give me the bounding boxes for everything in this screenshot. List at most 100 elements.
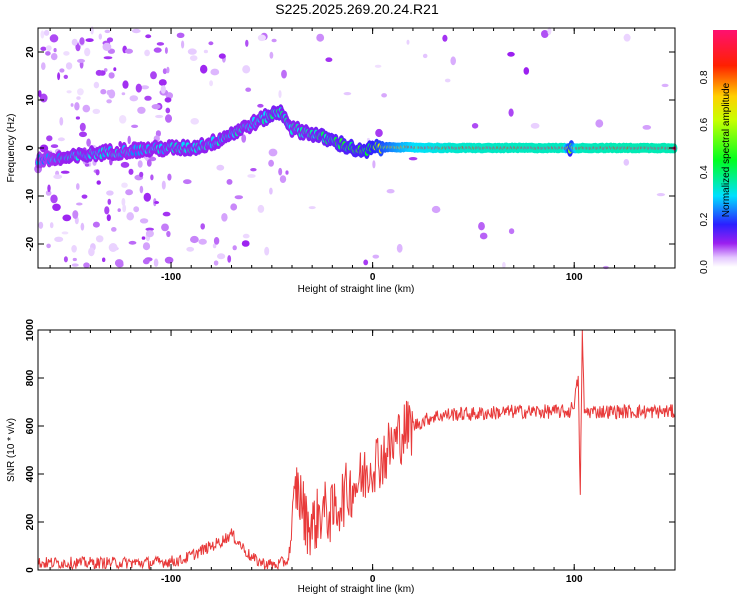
spectrogram-noise-cell — [264, 246, 270, 256]
y-tick-label: 800 — [25, 369, 36, 386]
spectrogram-noise-cell — [72, 257, 77, 262]
spectrogram-noise-cell — [190, 235, 199, 244]
spectrogram-noise-cell — [76, 96, 81, 100]
spectrogram-noise-cell — [508, 108, 514, 117]
spectrogram-noise-cell — [208, 41, 214, 46]
spectrogram-noise-cell — [232, 245, 237, 251]
spectrogram-noise-cell — [250, 168, 257, 172]
spectrogram-noise-cell — [95, 235, 104, 243]
spectrogram-noise-cell — [150, 71, 157, 80]
spectrogram-noise-cell — [59, 68, 65, 73]
y-tick-label: -20 — [25, 236, 36, 251]
spectrogram-noise-cell — [145, 230, 154, 238]
spectrogram-noise-cell — [122, 80, 129, 89]
spectrogram-noise-cell — [623, 159, 630, 166]
spectrogram-noise-cell — [176, 32, 185, 38]
spectrogram-noise-cell — [164, 97, 172, 103]
spectrogram-noise-cell — [278, 167, 283, 176]
x-tick-label: 100 — [566, 272, 583, 283]
spectrogram-noise-cell — [70, 103, 74, 107]
spectrogram-noise-cell — [285, 170, 289, 175]
y-tick-label: 0 — [25, 145, 36, 151]
snr-series-line — [37, 329, 675, 571]
spectrogram-noise-cell — [133, 206, 140, 213]
spectrogram-noise-cell — [269, 187, 273, 195]
spectrogram-noise-cell — [145, 227, 154, 231]
spectrogram-noise-cell — [623, 33, 631, 42]
spectrogram-noise-cell — [140, 85, 150, 90]
spectrogram-noise-cell — [119, 115, 127, 124]
spectrogram-noise-cell — [187, 48, 197, 55]
spectrogram-noise-cell — [63, 256, 68, 263]
spectrogram-noise-cell — [57, 137, 65, 142]
colorbar-tick-label: 0.8 — [699, 70, 710, 84]
spectrogram-noise-cell — [95, 69, 103, 76]
spectrogram-noise-cell — [165, 107, 171, 114]
spectrogram-noise-cell — [137, 106, 146, 114]
spectrogram-noise-cell — [374, 64, 382, 68]
spectrogram-noise-cell — [230, 203, 238, 211]
spectrogram-noise-cell — [151, 104, 161, 110]
colorbar-gradient — [713, 30, 737, 267]
spectrogram-noise-cell — [66, 90, 72, 94]
spectrogram-noise-cell — [137, 160, 143, 168]
spectrogram-noise-cell — [38, 221, 44, 229]
spectrogram-noise-cell — [129, 95, 139, 102]
snr-x-axis-label: Height of straight line (km) — [298, 584, 415, 595]
spectrogram-noise-cell — [53, 174, 63, 179]
spectrogram-noise-cell — [88, 247, 95, 257]
spectrogram-noise-cell — [125, 189, 133, 196]
spectrogram-noise-cell — [471, 123, 479, 129]
spectrogram-noise-cell — [45, 45, 52, 51]
spectrogram-noise-cell — [95, 169, 100, 176]
spectrogram-noise-cell — [122, 204, 127, 213]
x-tick-label: 100 — [566, 574, 583, 585]
spectrogram-noise-cell — [158, 79, 167, 86]
spectrogram-noise-cell — [450, 56, 457, 66]
spectrogram-noise-cell — [210, 68, 220, 76]
spectrogram-noise-cell — [150, 174, 154, 181]
spectrogram-x-axis-label: Height of straight line (km) — [298, 284, 415, 295]
spectrogram-noise-cell — [117, 208, 121, 213]
spectrogram-noise-cell — [103, 68, 108, 72]
spectrogram-noise-cell — [245, 87, 252, 92]
spectrogram-noise-cell — [106, 214, 111, 222]
spectrogram-noise-cell — [160, 85, 166, 94]
spectrogram-noise-cell — [43, 29, 50, 36]
spectrogram-noise-cell — [257, 103, 264, 108]
spectrogram-noise-cell — [144, 49, 151, 57]
spectrogram-noise-cell — [166, 66, 170, 74]
spectrogram-noise-cell — [268, 148, 278, 157]
spectrogram-noise-cell — [106, 99, 112, 104]
spectrogram-noise-cell — [116, 262, 124, 268]
spectrogram-noise-cell — [80, 222, 85, 231]
spectrogram-noise-cell — [200, 223, 205, 230]
colorbar-tick-label: 0.0 — [699, 260, 710, 274]
spectrogram-noise-cell — [106, 190, 114, 196]
spectrogram-noise-cell — [71, 245, 77, 253]
spectrogram-noise-cell — [508, 228, 515, 235]
spectrogram-noise-cell — [126, 212, 134, 221]
spectrogram-y-axis-label: Frequency (Hz) — [6, 114, 17, 183]
spectrogram-noise-cell — [106, 37, 114, 43]
colorbar: 0.0 0.2 0.4 0.6 0.8 Normalized spectral ampl… — [699, 30, 737, 274]
spectrogram-noise-cell — [372, 254, 380, 259]
spectrogram-noise-cell — [181, 40, 185, 49]
spectrogram-noise-cell — [507, 51, 515, 57]
spectrogram-noise-cell — [139, 171, 144, 178]
spectrogram-noise-cell — [257, 34, 266, 42]
spectrogram-noise-cell — [216, 164, 225, 171]
spectrogram-noise-cell — [162, 68, 167, 75]
y-tick-label: 200 — [25, 513, 36, 530]
spectrogram-noise-cell — [269, 51, 274, 59]
y-tick-label: 10 — [25, 94, 36, 106]
spectrogram-noise-cell — [422, 53, 428, 59]
spectrogram-noise-cell — [442, 34, 448, 42]
spectrogram-noise-cell — [247, 174, 256, 178]
spectrogram-noise-cell — [40, 46, 47, 51]
spectrogram-noise-cell — [227, 255, 232, 263]
spectrogram-noise-cell — [84, 163, 90, 167]
spectrogram-noise-cell — [530, 122, 540, 129]
spectrogram-noise-cell — [242, 233, 250, 239]
